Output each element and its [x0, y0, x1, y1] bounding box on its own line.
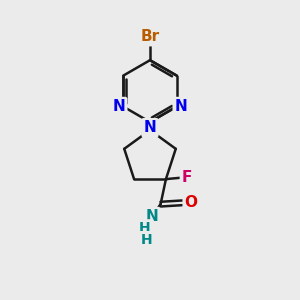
- Text: H: H: [139, 221, 151, 235]
- Text: N: N: [112, 99, 125, 114]
- Text: H: H: [141, 233, 153, 247]
- Text: N: N: [144, 120, 156, 135]
- Text: O: O: [185, 195, 198, 210]
- Text: N: N: [175, 99, 188, 114]
- Text: F: F: [182, 170, 192, 185]
- Text: Br: Br: [140, 29, 160, 44]
- Text: N: N: [146, 209, 158, 224]
